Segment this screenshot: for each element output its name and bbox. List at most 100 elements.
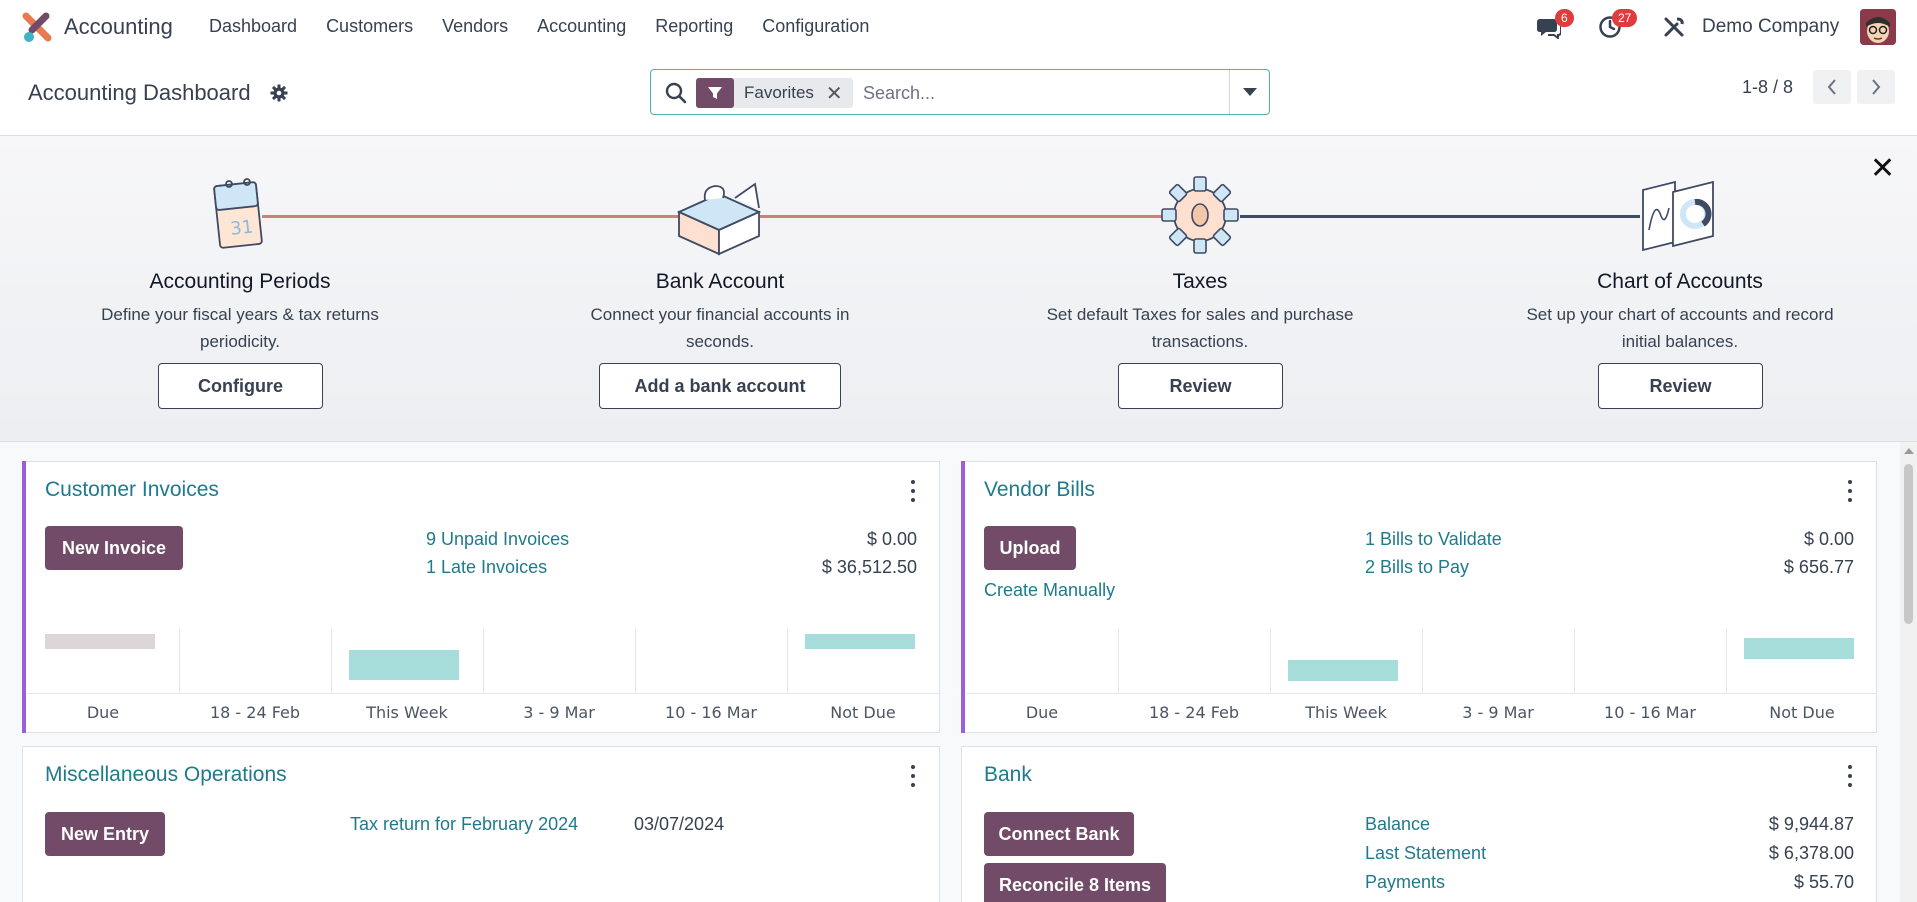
- new-entry-button[interactable]: New Entry: [45, 812, 165, 856]
- kebab-menu-icon[interactable]: [1847, 765, 1853, 787]
- menu-vendors[interactable]: Vendors: [442, 16, 509, 36]
- chevron-right-icon: [1872, 79, 1881, 95]
- bills-to-pay-link[interactable]: 2 Bills to Pay: [1365, 557, 1470, 577]
- chart-label: 18 - 24 Feb: [209, 703, 301, 722]
- activities-badge: 27: [1612, 9, 1638, 27]
- chart-label: Due: [1025, 703, 1059, 722]
- card-title[interactable]: Miscellaneous Operations: [45, 763, 287, 786]
- upload-button[interactable]: Upload: [984, 526, 1076, 570]
- step-description: Define your fiscal years & tax returns p…: [101, 305, 379, 351]
- chart-bar-not-due[interactable]: [1744, 638, 1854, 659]
- last-statement-amount: $ 6,378.00: [1768, 843, 1854, 863]
- card-accent: [961, 461, 965, 733]
- kebab-menu-icon[interactable]: [910, 765, 916, 787]
- chart-bar-not-due[interactable]: [805, 634, 915, 649]
- pager-next-button[interactable]: [1857, 70, 1895, 104]
- step-description: Set default Taxes for sales and purchase…: [1046, 305, 1354, 351]
- step-description: Connect your financial accounts in secon…: [590, 305, 850, 351]
- header-divider: [0, 135, 1917, 136]
- menu-configuration[interactable]: Configuration: [762, 16, 870, 36]
- chart-label: Not Due: [1769, 703, 1835, 722]
- late-invoices-link[interactable]: 1 Late Invoices: [426, 557, 548, 577]
- search-bar: Favorites ✕: [650, 69, 1270, 115]
- create-manually-link[interactable]: Create Manually: [984, 580, 1116, 600]
- progress-line: [1240, 215, 1640, 218]
- remove-facet-icon[interactable]: ✕: [825, 82, 843, 105]
- card-title[interactable]: Bank: [984, 763, 1032, 786]
- progress-line: [262, 215, 682, 218]
- customer-invoices-card: Customer Invoices New Invoice 9 Unpaid I…: [22, 461, 940, 733]
- top-navbar: Accounting Dashboard Customers Vendors A…: [0, 0, 1917, 55]
- bills-to-validate-link[interactable]: 1 Bills to Validate: [1365, 529, 1502, 549]
- debug-tools-icon[interactable]: [1663, 16, 1685, 38]
- chart-label: 3 - 9 Mar: [523, 703, 595, 722]
- last-statement-link[interactable]: Last Statement: [1365, 843, 1487, 863]
- messages-badge: 6: [1555, 9, 1574, 27]
- card-title[interactable]: Vendor Bills: [984, 478, 1095, 501]
- pager-value[interactable]: 1-8 / 8: [1742, 77, 1794, 97]
- chart-bar-this-week[interactable]: [1288, 660, 1398, 681]
- step-title: Accounting Periods: [149, 270, 331, 293]
- main-menu: Dashboard Customers Vendors Accounting R…: [209, 16, 898, 37]
- card-accent: [22, 461, 26, 733]
- review-taxes-button[interactable]: Review: [1118, 363, 1283, 409]
- page-title: Accounting Dashboard: [28, 80, 251, 105]
- add-bank-account-button[interactable]: Add a bank account: [599, 363, 841, 409]
- app-name[interactable]: Accounting: [64, 14, 173, 39]
- search-icon[interactable]: [665, 82, 687, 104]
- menu-accounting[interactable]: Accounting: [537, 16, 627, 36]
- user-avatar[interactable]: [1860, 9, 1896, 45]
- menu-customers[interactable]: Customers: [326, 16, 414, 36]
- review-chart-of-accounts-button[interactable]: Review: [1598, 363, 1763, 409]
- search-input[interactable]: [863, 79, 1233, 107]
- chart-bar-due[interactable]: [45, 634, 155, 649]
- misc-operations-card: Miscellaneous Operations New Entry Tax r…: [22, 746, 940, 902]
- activity-clock-icon[interactable]: [1598, 15, 1622, 39]
- gear-illustration-icon: [1155, 168, 1245, 258]
- company-switcher[interactable]: Demo Company: [1702, 16, 1840, 37]
- facet-label: Favorites: [744, 83, 814, 102]
- balance-amount: $ 9,944.87: [1768, 814, 1854, 834]
- step-description: Set up your chart of accounts and record…: [1526, 305, 1834, 351]
- progress-line: [760, 215, 1170, 218]
- chevron-left-icon: [1827, 79, 1836, 95]
- bills-to-pay-amount: $ 656.77: [1783, 557, 1854, 577]
- chart-label: 10 - 16 Mar: [665, 703, 757, 722]
- pager-previous-button[interactable]: [1813, 70, 1851, 104]
- card-title[interactable]: Customer Invoices: [45, 478, 219, 501]
- gear-icon[interactable]: [270, 84, 288, 102]
- menu-reporting[interactable]: Reporting: [655, 16, 734, 36]
- connect-bank-button[interactable]: Connect Bank: [984, 812, 1134, 856]
- invoices-aging-chart: Due 18 - 24 Feb This Week 3 - 9 Mar 10 -…: [27, 629, 939, 733]
- dashboard-area: Customer Invoices New Invoice 9 Unpaid I…: [0, 442, 1917, 902]
- chart-bar-this-week[interactable]: [349, 650, 459, 680]
- payments-amount: $ 55.70: [1793, 872, 1854, 892]
- chart-label: Not Due: [830, 703, 896, 722]
- kebab-menu-icon[interactable]: [1847, 480, 1853, 502]
- reconcile-items-button[interactable]: Reconcile 8 Items: [984, 863, 1166, 902]
- step-title: Taxes: [1172, 270, 1228, 293]
- chart-label: 10 - 16 Mar: [1604, 703, 1696, 722]
- payments-link[interactable]: Payments: [1365, 872, 1446, 892]
- scroll-up-icon[interactable]: [1904, 448, 1914, 454]
- configure-periods-button[interactable]: Configure: [158, 363, 323, 409]
- chart-of-accounts-icon: [1635, 168, 1725, 258]
- kebab-menu-icon[interactable]: [910, 480, 916, 502]
- scroll-thumb[interactable]: [1904, 464, 1913, 624]
- page-scrollbar[interactable]: [1900, 442, 1917, 902]
- odoo-app-icon[interactable]: [20, 12, 52, 44]
- search-options-toggle[interactable]: [1229, 70, 1269, 114]
- vendor-bills-card: Vendor Bills Upload Create Manually 1 Bi…: [961, 461, 1877, 733]
- chart-label: Due: [86, 703, 120, 722]
- unpaid-invoices-link[interactable]: 9 Unpaid Invoices: [426, 529, 570, 549]
- balance-link[interactable]: Balance: [1365, 814, 1431, 834]
- svg-text:31: 31: [229, 217, 254, 240]
- menu-dashboard[interactable]: Dashboard: [209, 16, 298, 36]
- caret-down-icon: [1242, 88, 1257, 96]
- tax-return-link[interactable]: Tax return for February 2024: [350, 814, 579, 834]
- tax-return-date: 03/07/2024: [634, 814, 725, 834]
- late-invoices-amount: $ 36,512.50: [821, 557, 917, 577]
- onboarding-panel: ✕ 31 Accounting Periods Define your fisc…: [0, 136, 1917, 442]
- close-onboarding-icon[interactable]: ✕: [1870, 152, 1896, 185]
- new-invoice-button[interactable]: New Invoice: [45, 526, 183, 570]
